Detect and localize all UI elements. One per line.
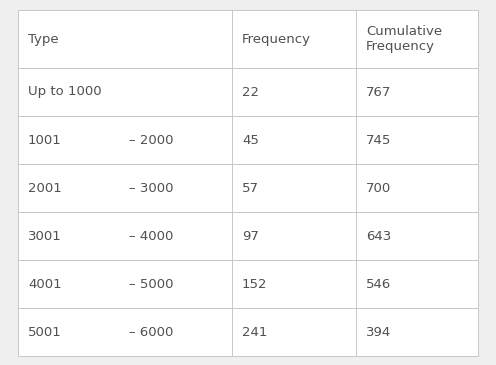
Text: Up to 1000: Up to 1000 xyxy=(28,85,102,99)
Text: – 3000: – 3000 xyxy=(129,181,174,195)
Bar xyxy=(18,68,232,116)
Bar xyxy=(18,164,232,212)
Text: 22: 22 xyxy=(242,85,259,99)
Bar xyxy=(356,10,478,68)
Text: 700: 700 xyxy=(366,181,391,195)
Text: 643: 643 xyxy=(366,230,391,242)
Text: 97: 97 xyxy=(242,230,259,242)
Bar xyxy=(356,308,478,356)
Bar xyxy=(356,260,478,308)
Text: – 6000: – 6000 xyxy=(129,326,174,338)
Bar xyxy=(356,68,478,116)
Bar xyxy=(232,116,356,164)
Bar xyxy=(356,212,478,260)
Text: 5001: 5001 xyxy=(28,326,62,338)
Bar xyxy=(232,10,356,68)
Text: 3001: 3001 xyxy=(28,230,62,242)
Bar xyxy=(232,164,356,212)
Bar xyxy=(356,116,478,164)
Text: 745: 745 xyxy=(366,134,391,146)
Bar xyxy=(232,308,356,356)
Text: Type: Type xyxy=(28,32,59,46)
Text: 241: 241 xyxy=(242,326,267,338)
Text: 152: 152 xyxy=(242,277,267,291)
Text: – 2000: – 2000 xyxy=(129,134,174,146)
Text: 4001: 4001 xyxy=(28,277,62,291)
Text: 2001: 2001 xyxy=(28,181,62,195)
Bar xyxy=(232,260,356,308)
Bar xyxy=(18,116,232,164)
Text: 394: 394 xyxy=(366,326,391,338)
Text: 45: 45 xyxy=(242,134,259,146)
Bar xyxy=(232,212,356,260)
Text: 1001: 1001 xyxy=(28,134,62,146)
Text: 57: 57 xyxy=(242,181,259,195)
Text: Cumulative
Frequency: Cumulative Frequency xyxy=(366,25,442,53)
Bar xyxy=(18,308,232,356)
Text: – 4000: – 4000 xyxy=(129,230,174,242)
Bar xyxy=(18,260,232,308)
Text: – 5000: – 5000 xyxy=(129,277,174,291)
Bar xyxy=(232,68,356,116)
Bar xyxy=(18,10,232,68)
Bar xyxy=(356,164,478,212)
Bar xyxy=(18,212,232,260)
Text: Frequency: Frequency xyxy=(242,32,311,46)
Text: 767: 767 xyxy=(366,85,391,99)
Text: 546: 546 xyxy=(366,277,391,291)
